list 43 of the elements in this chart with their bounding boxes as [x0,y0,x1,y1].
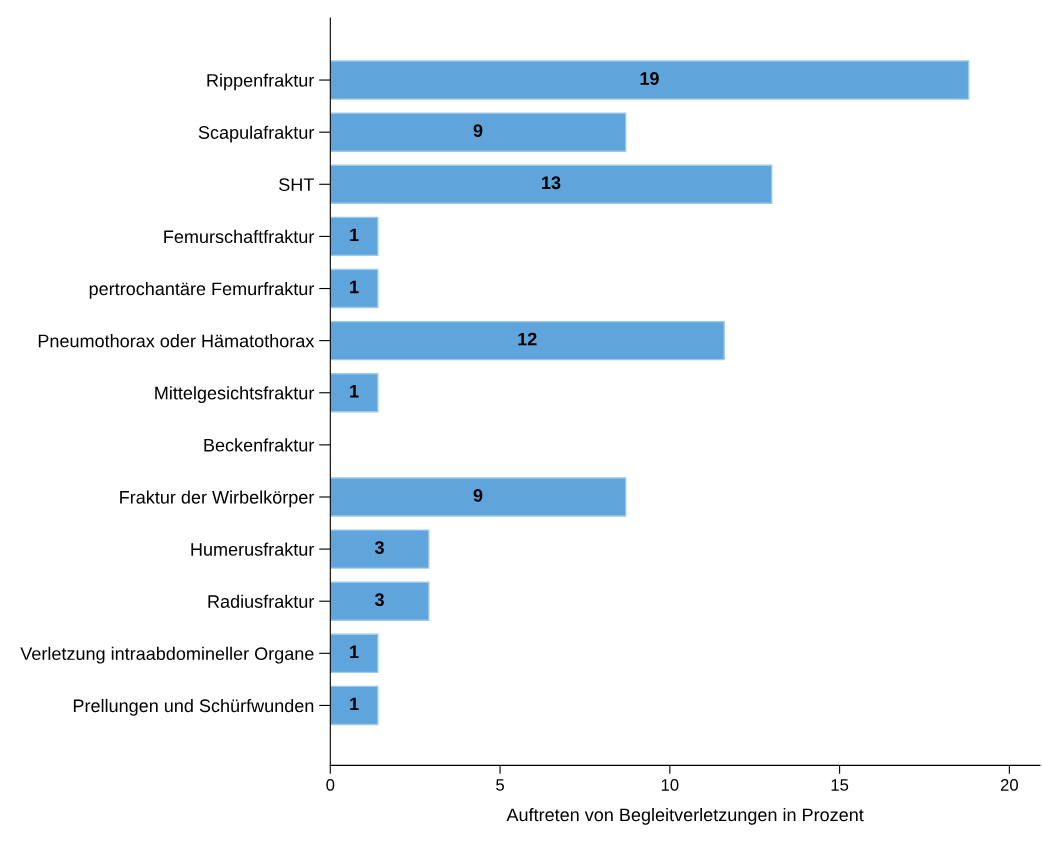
data-label: 9 [473,124,483,138]
data-label: 19 [640,72,659,85]
bar [330,320,725,361]
bar [330,373,379,413]
y-tick-label: Femurschaftfraktur [164,229,315,244]
data-label: 1 [350,228,359,242]
bar [330,529,430,569]
y-tick-label: pertrochantäre Femurfraktur [89,281,315,299]
data-label: 3 [374,541,384,554]
y-tick-label: SHT [279,178,314,192]
bar [330,581,430,621]
bar [330,112,627,152]
data-label: 1 [350,384,359,398]
y-tick-label: Fraktur der Wirbelkörper [120,490,315,508]
y-tick-label: Radiusfraktur [208,594,315,608]
x-tick-label: 20 [1000,779,1018,791]
y-tick-label: Humerusfraktur [191,542,315,556]
x-tick-label: 15 [831,779,849,791]
data-label: 13 [542,176,561,190]
y-tick-label: Scapulafraktur [198,125,315,143]
y-tick-label: Verletzung intraabdomineller Organe [20,646,314,664]
data-label: 9 [473,489,483,502]
data-label: 3 [374,593,384,607]
y-tick-label: Prellungen und Schürfwunden [73,698,314,716]
y-tick-label: Pneumothorax oder Hämatothorax [38,334,315,348]
x-tick-label: 0 [326,779,335,791]
bar [330,477,627,517]
bar [330,164,773,205]
y-tick-label: Beckenfraktur [204,438,315,452]
x-axis-title: Auftreten von Begleitverletzungen in Prozent [506,807,864,825]
y-tick-label: Mittelgesichtsfraktur [155,386,315,404]
bar [330,60,970,100]
data-label: 1 [350,697,359,711]
data-label: 1 [350,645,359,658]
bar [330,268,379,309]
x-tick-label: 5 [496,779,505,791]
y-tick-label: Rippenfraktur [207,73,315,91]
bar [330,633,379,674]
data-label: 12 [518,332,537,346]
bar [330,685,379,726]
data-label: 1 [350,280,359,294]
bar [330,216,379,257]
x-tick-label: 10 [661,779,679,791]
